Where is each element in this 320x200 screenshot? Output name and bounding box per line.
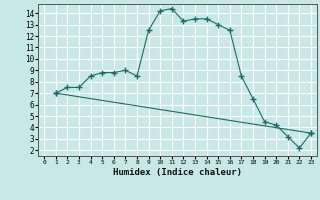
X-axis label: Humidex (Indice chaleur): Humidex (Indice chaleur) bbox=[113, 168, 242, 177]
